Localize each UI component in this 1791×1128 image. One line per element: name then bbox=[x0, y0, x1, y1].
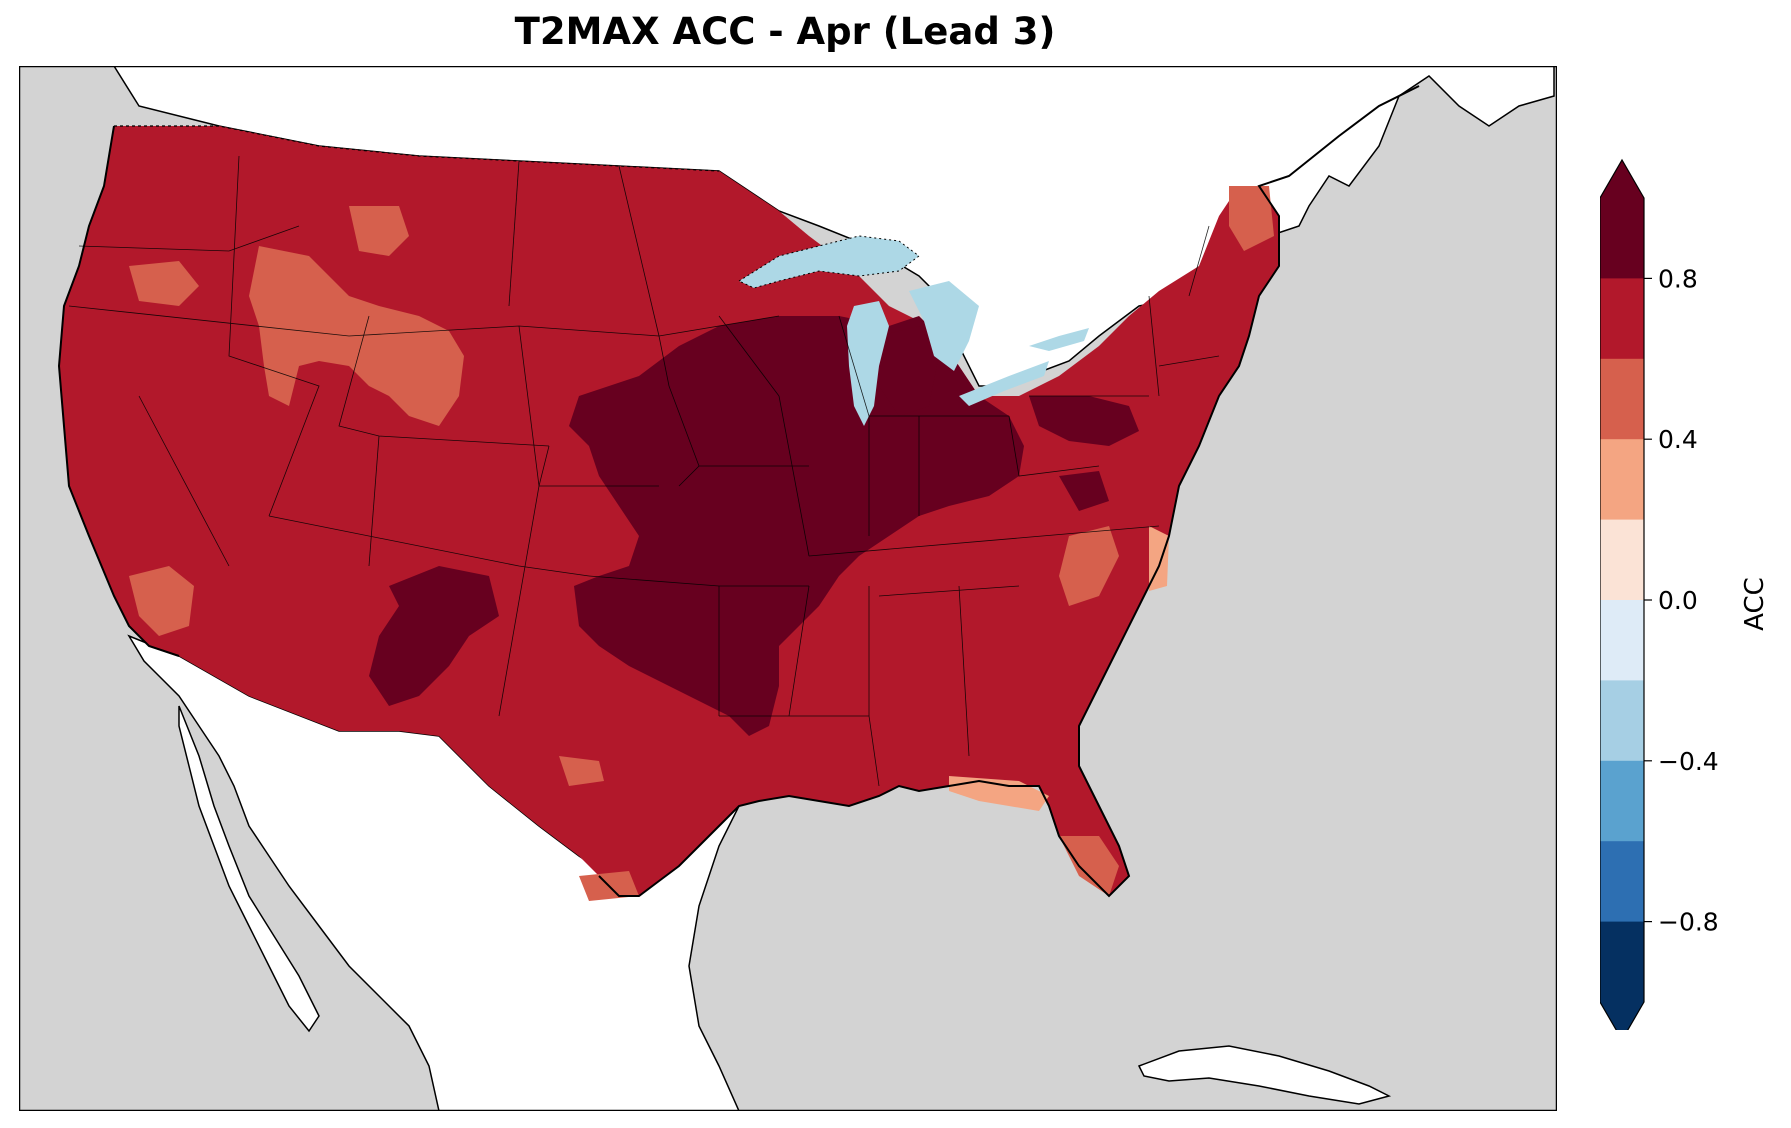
mexico-land bbox=[127, 634, 741, 1111]
colorbar-segment bbox=[1600, 278, 1644, 360]
oregon-patch-acc-0.4-0.6 bbox=[129, 261, 199, 306]
colorbar-body bbox=[1600, 158, 1645, 1030]
central-core-acc-0.8-1.0 bbox=[569, 316, 1024, 736]
colorbar-segment bbox=[1600, 680, 1644, 762]
colorbar-extend-max bbox=[1600, 160, 1644, 198]
us-canada-border bbox=[114, 125, 720, 172]
acc-map bbox=[19, 66, 1557, 1111]
colorbar-tick-label: 0.8 bbox=[1658, 264, 1698, 293]
idaho-patch-acc-0.4-0.6 bbox=[349, 206, 409, 256]
colorbar-segment bbox=[1600, 841, 1644, 923]
virginia-core-acc-0.8-1.0 bbox=[1059, 471, 1109, 511]
state-boundaries bbox=[68, 155, 1220, 787]
colorbar: 0.8 0.4 0.0 −0.4 −0.8 ACC bbox=[1600, 158, 1770, 1030]
colorbar-label: ACC bbox=[1740, 577, 1770, 631]
mountain-west-acc-0.4-0.6 bbox=[249, 246, 464, 426]
colorbar-ticks: 0.8 0.4 0.0 −0.4 −0.8 bbox=[1644, 264, 1719, 937]
colorbar-segment bbox=[1600, 198, 1644, 279]
colorbar-segment bbox=[1600, 760, 1644, 842]
colorbar-segment bbox=[1600, 921, 1644, 1003]
colorbar-segment bbox=[1600, 439, 1644, 521]
colorbar-tick-label: 0.4 bbox=[1658, 425, 1698, 454]
nm-patch-acc-0.4-0.6 bbox=[559, 756, 604, 786]
lake-superior bbox=[737, 235, 920, 289]
map-title: T2MAX ACC - Apr (Lead 3) bbox=[514, 10, 1056, 53]
colorbar-segment bbox=[1600, 358, 1644, 440]
lake-michigan bbox=[847, 301, 889, 426]
colorbar-extend-min bbox=[1600, 1002, 1644, 1030]
pennsylvania-core-acc-0.8-1.0 bbox=[1029, 396, 1139, 446]
colorbar-tick-label: −0.4 bbox=[1658, 747, 1719, 776]
michigan-core-acc-0.8-1.0 bbox=[879, 326, 939, 416]
us-coastline bbox=[57, 85, 1420, 898]
gulf-coast-acc-0.2-0.4 bbox=[949, 776, 1049, 811]
florida-patch-acc-0.4-0.6 bbox=[1059, 836, 1119, 896]
lake-erie bbox=[959, 361, 1049, 406]
maine-patch-acc-0.4-0.6 bbox=[1229, 186, 1274, 251]
baja-california bbox=[178, 705, 320, 1033]
socal-patch-acc-0.4-0.6 bbox=[129, 566, 194, 636]
az-nm-core-acc-0.8-1.0 bbox=[369, 566, 499, 706]
appalachian-patch-acc-0.4-0.6 bbox=[1059, 526, 1119, 606]
colorbar-segment bbox=[1600, 600, 1644, 681]
colorbar-segment bbox=[1600, 519, 1644, 601]
map-frame bbox=[19, 66, 1557, 1111]
colorbar-tick-label: −0.8 bbox=[1658, 908, 1719, 937]
lake-ontario bbox=[1029, 328, 1089, 351]
colorbar-outline bbox=[1600, 158, 1645, 1030]
lake-huron bbox=[909, 281, 979, 371]
colorbar-tick-label: 0.0 bbox=[1658, 586, 1698, 615]
cuba bbox=[1137, 1045, 1392, 1105]
